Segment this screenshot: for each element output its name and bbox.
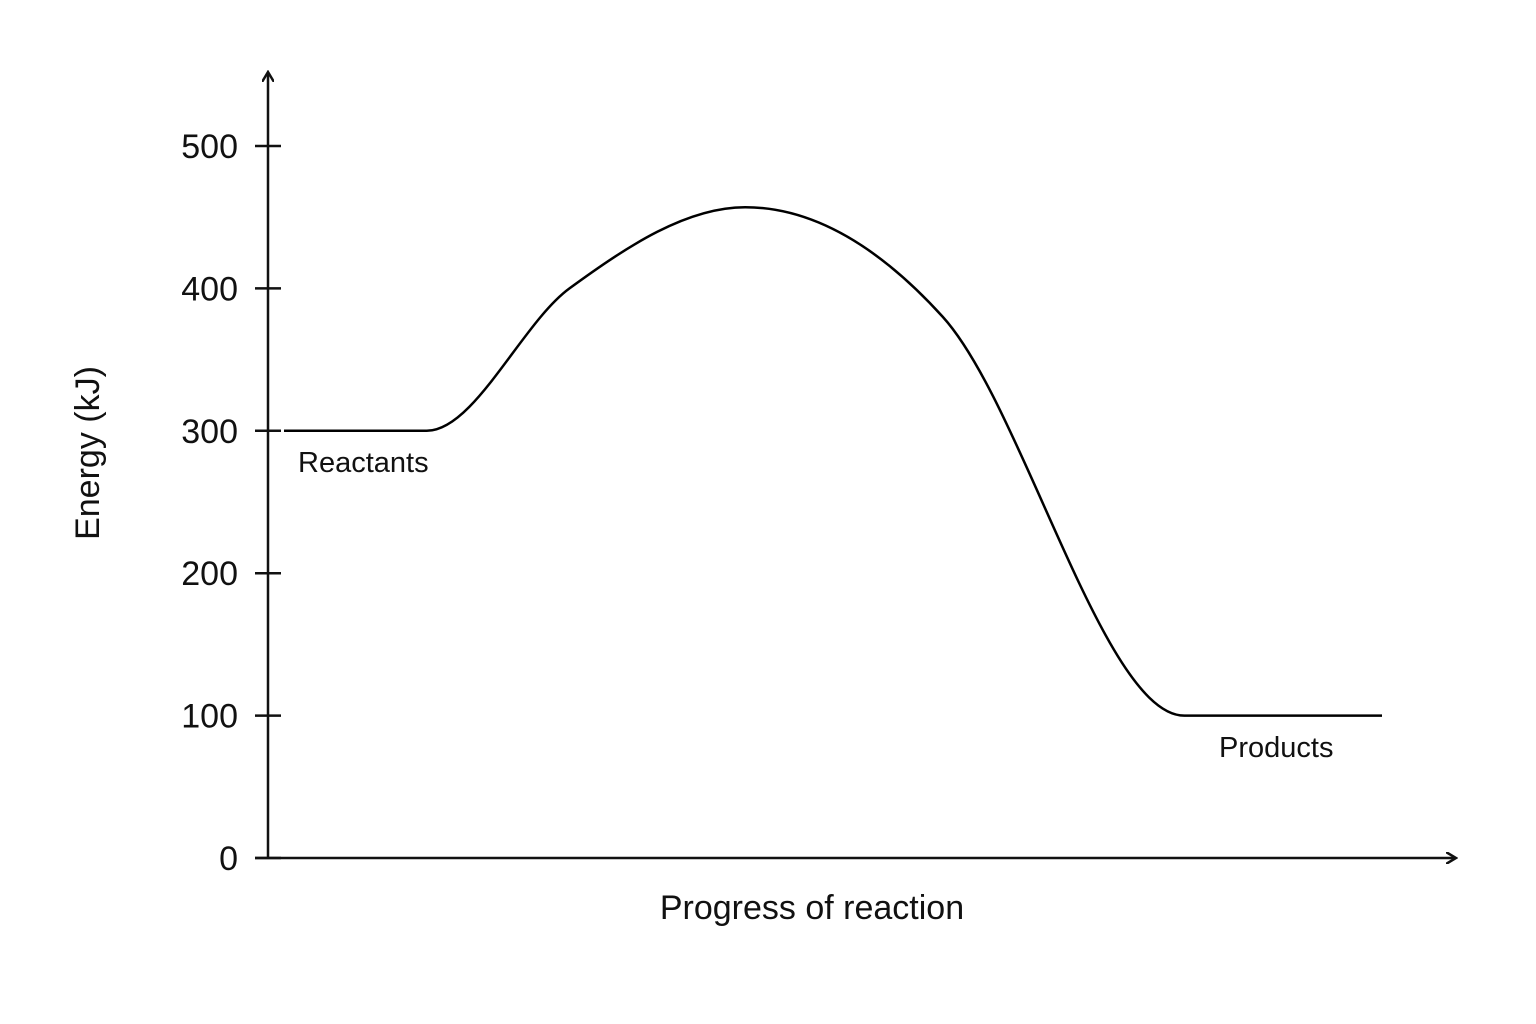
y-tick-label-500: 500 — [181, 128, 238, 166]
y-tick-label-0: 0 — [219, 840, 238, 878]
y-ticks — [255, 144, 281, 860]
y-axis-title: Energy (kJ) — [69, 366, 107, 540]
y-tick-label-300: 300 — [181, 413, 238, 451]
y-tick-label-200: 200 — [181, 555, 238, 593]
products-label: Products — [1219, 732, 1333, 764]
y-tick-labels: 0 100 200 300 400 500 — [181, 128, 238, 878]
y-tick-label-100: 100 — [181, 698, 238, 736]
y-tick-label-400: 400 — [181, 270, 238, 308]
reactants-label: Reactants — [298, 447, 429, 479]
energy-curve — [283, 205, 1382, 717]
x-axis-title: Progress of reaction — [660, 889, 964, 927]
